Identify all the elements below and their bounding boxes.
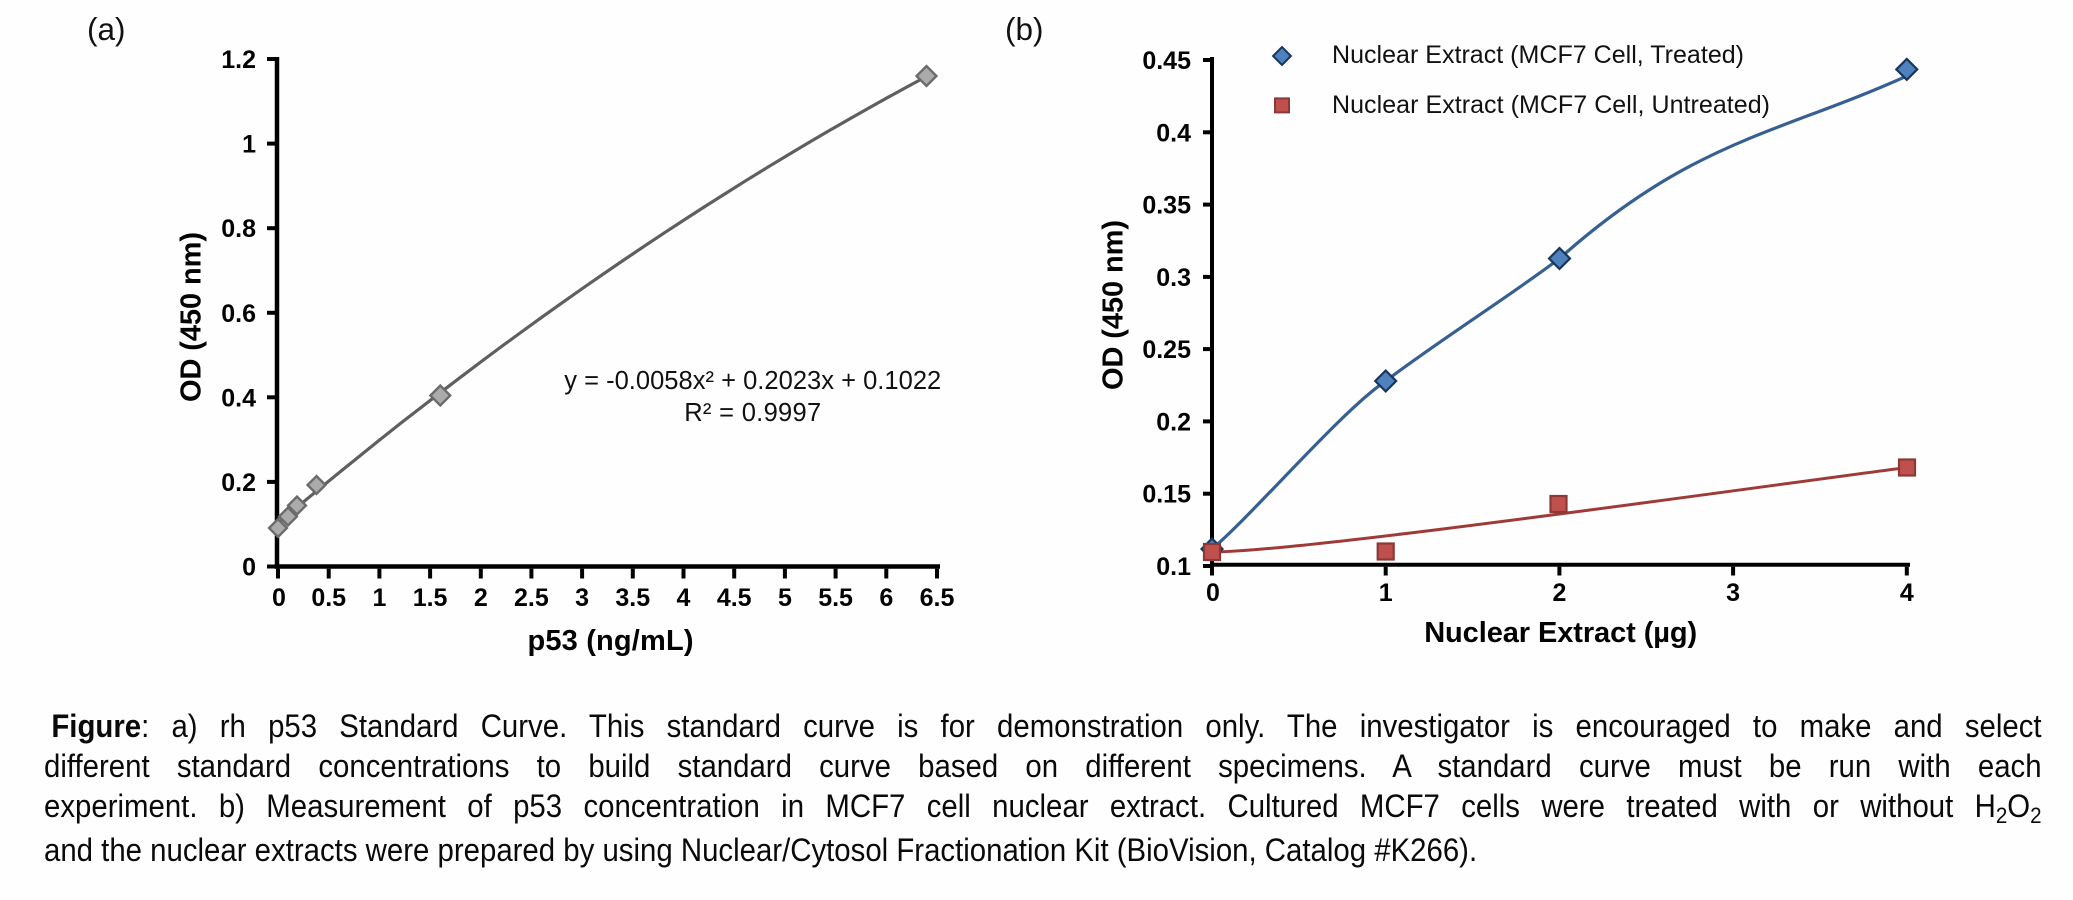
svg-text:1: 1: [242, 131, 256, 159]
svg-text:6: 6: [879, 584, 893, 612]
svg-text:OD (450 nm): OD (450 nm): [1098, 220, 1130, 390]
svg-text:1: 1: [1379, 579, 1393, 607]
svg-text:4.5: 4.5: [717, 584, 752, 612]
svg-text:5.5: 5.5: [818, 584, 853, 612]
svg-text:0.2: 0.2: [221, 469, 256, 497]
svg-text:0.25: 0.25: [1142, 336, 1191, 364]
svg-text:0.4: 0.4: [1156, 119, 1191, 147]
svg-text:6.5: 6.5: [920, 584, 955, 612]
svg-text:0: 0: [1206, 579, 1220, 607]
svg-text:4: 4: [677, 584, 691, 612]
svg-text:1.2: 1.2: [221, 46, 256, 74]
svg-text:2.5: 2.5: [514, 584, 549, 612]
svg-text:0: 0: [242, 554, 256, 582]
svg-text:2: 2: [1552, 579, 1566, 607]
svg-text:(a): (a): [87, 11, 126, 47]
svg-text:OD (450 nm): OD (450 nm): [176, 232, 208, 402]
svg-text:1: 1: [372, 584, 386, 612]
svg-text:0.2: 0.2: [1156, 408, 1191, 436]
svg-text:0.6: 0.6: [221, 300, 256, 328]
svg-text:0: 0: [272, 584, 286, 612]
svg-text:Nuclear Extract (MCF7 Cell, Tr: Nuclear Extract (MCF7 Cell, Treated): [1332, 41, 1744, 69]
svg-text:1.5: 1.5: [413, 584, 448, 612]
svg-text:0.3: 0.3: [1156, 264, 1191, 292]
svg-text:0.5: 0.5: [311, 584, 346, 612]
svg-text:0.45: 0.45: [1142, 47, 1191, 75]
svg-text:0.8: 0.8: [221, 215, 256, 243]
svg-text:0.15: 0.15: [1142, 481, 1191, 509]
svg-text:(b): (b): [1005, 11, 1044, 47]
svg-text:Nuclear Extract (µg): Nuclear Extract (µg): [1424, 617, 1697, 649]
svg-text:Nuclear Extract (MCF7 Cell, Un: Nuclear Extract (MCF7 Cell, Untreated): [1332, 91, 1770, 119]
svg-text:4: 4: [1900, 579, 1914, 607]
svg-text:0.4: 0.4: [221, 384, 256, 412]
svg-text:3.5: 3.5: [615, 584, 650, 612]
svg-text:0.1: 0.1: [1156, 553, 1191, 581]
svg-text:3: 3: [1726, 579, 1740, 607]
svg-text:y = -0.0058x² + 0.2023x + 0.10: y = -0.0058x² + 0.2023x + 0.1022: [564, 367, 941, 395]
svg-text:R² = 0.9997: R² = 0.9997: [684, 399, 821, 427]
svg-text:3: 3: [575, 584, 589, 612]
svg-text:p53 (ng/mL): p53 (ng/mL): [528, 625, 694, 657]
svg-text:0.35: 0.35: [1142, 192, 1191, 220]
svg-text:2: 2: [474, 584, 488, 612]
svg-text:5: 5: [778, 584, 792, 612]
